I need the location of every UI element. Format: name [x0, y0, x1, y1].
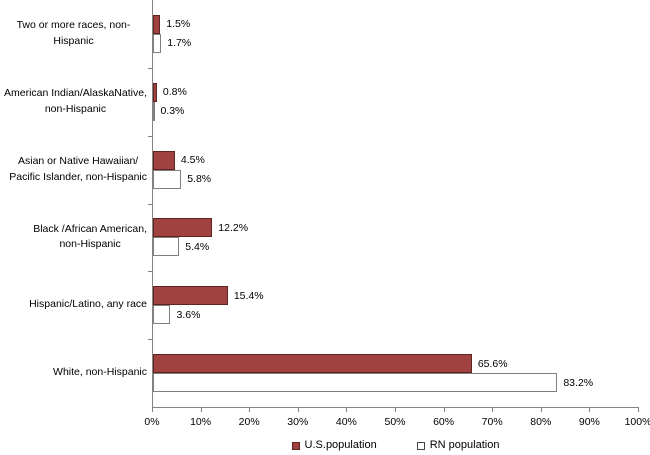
legend-label-us-population: U.S.population	[304, 439, 377, 451]
y-axis-tick	[148, 271, 152, 272]
bar-us-population	[153, 286, 228, 306]
x-axis-tick	[638, 408, 639, 412]
value-label: 12.2%	[218, 221, 249, 234]
x-axis-tick-label: 90%	[578, 416, 600, 428]
bar-rn-population	[153, 169, 182, 189]
value-label: 3.6%	[176, 308, 201, 321]
legend-label-rn-population: RN population	[429, 439, 500, 451]
category-label: Asian or Native Hawaiian/ Pacific Island…	[9, 154, 147, 183]
plot-area: 1.5% 1.7% 0.8% 0.3% 4.5% 5.8% 12.2% 5.4% 15.4% 3.…	[152, 0, 639, 408]
value-label: 4.5%	[180, 153, 205, 166]
bar-us-population	[153, 82, 157, 102]
y-axis-tick	[148, 339, 152, 340]
bar-rn-population	[153, 305, 171, 325]
x-axis-tick	[395, 408, 396, 412]
x-axis-tick	[492, 408, 494, 412]
y-axis-tick	[148, 68, 152, 69]
value-label: 1.7%	[167, 37, 192, 50]
value-label: 1.5%	[166, 18, 191, 31]
x-axis-tick	[200, 408, 202, 412]
value-label: 83.2%	[563, 376, 594, 389]
x-axis-tick-label: 40%	[335, 416, 357, 428]
bar-rn-population	[153, 373, 558, 393]
x-axis-tick	[152, 408, 153, 412]
x-axis-tick	[249, 408, 251, 412]
category-label: Black /African American, non-Hispanic	[33, 222, 147, 251]
bar-us-population	[153, 218, 213, 238]
value-label: 0.3%	[160, 105, 185, 117]
us-population-swatch	[291, 441, 300, 450]
bar-rn-population	[153, 101, 155, 121]
rn-population-swatch	[416, 441, 425, 450]
bar-us-population	[153, 354, 472, 374]
bar-us-population	[153, 14, 161, 34]
bar-rn-population	[153, 33, 162, 53]
x-axis-tick-label: 100%	[624, 416, 650, 428]
x-axis-tick-label: 70%	[481, 416, 503, 428]
value-label: 15.4%	[233, 289, 264, 302]
value-label: 5.4%	[185, 240, 210, 253]
x-axis-tick	[346, 408, 348, 412]
x-axis-tick-label: 30%	[287, 416, 309, 428]
y-axis-tick	[148, 204, 152, 205]
category-label: American Indian/AlaskaNative, non-Hispan…	[4, 86, 147, 115]
x-axis-tick-label: 80%	[530, 416, 552, 428]
legend-item-us-population: U.S.population	[291, 439, 377, 451]
x-axis-tick	[443, 408, 445, 412]
legend: U.S.population RN population	[152, 440, 639, 451]
bar-rn-population	[153, 237, 180, 257]
x-axis-tick	[540, 408, 542, 412]
value-label: 65.6%	[477, 357, 508, 370]
x-axis-tick-label: 0%	[144, 416, 160, 428]
x-axis-tick-label: 10%	[190, 416, 212, 428]
category-label: Hispanic/Latino, any race	[29, 298, 147, 311]
x-axis-tick-label: 60%	[433, 416, 455, 428]
y-axis-tick	[148, 136, 152, 137]
value-label: 5.8%	[187, 172, 212, 185]
legend-item-rn-population: RN population	[416, 439, 500, 451]
bar-us-population	[153, 150, 175, 170]
category-label: Two or more races, non-Hispanic	[16, 19, 131, 47]
x-axis-tick	[589, 408, 591, 412]
x-axis-tick-label: 50%	[384, 416, 406, 428]
category-label: White, non-Hispanic	[53, 366, 147, 379]
x-axis-tick	[297, 408, 299, 412]
value-label: 0.8%	[162, 86, 187, 98]
x-axis-tick-label: 20%	[238, 416, 260, 428]
